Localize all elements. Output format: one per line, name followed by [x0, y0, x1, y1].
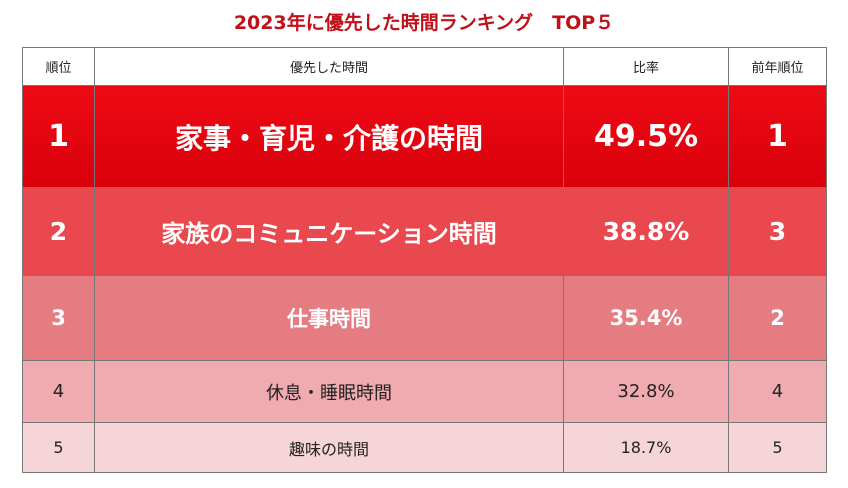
ratio-cell: 38.8%	[563, 187, 729, 276]
prev-rank-cell: 2	[728, 275, 827, 361]
rank-cell: 3	[22, 275, 95, 361]
prev-rank-cell: 5	[728, 422, 827, 473]
name-cell: 家事・育児・介護の時間	[94, 85, 564, 188]
title: 2023年に優先した時間ランキング TOP５	[233, 12, 615, 34]
table-row: 2 家族のコミュニケーション時間 38.8% 3	[22, 187, 827, 276]
rank-cell: 5	[22, 422, 95, 473]
rank-cell: 1	[22, 85, 95, 188]
prev-rank-cell: 3	[728, 187, 827, 276]
ranking-table: 順位 優先した時間 比率 前年順位 1 家事・育児・介護の時間 49.5% 1 2 家族の…	[22, 47, 827, 473]
table-row: 4 休息・睡眠時間 32.8% 4	[22, 360, 827, 423]
table-row: 5 趣味の時間 18.7% 5	[22, 422, 827, 473]
prev-rank-cell: 1	[728, 85, 827, 188]
name-cell: 休息・睡眠時間	[94, 360, 564, 423]
header-cell: 前年順位	[728, 47, 827, 86]
table-row: 1 家事・育児・介護の時間 49.5% 1	[22, 85, 827, 188]
ratio-cell: 35.4%	[563, 275, 729, 361]
ratio-cell: 49.5%	[563, 85, 729, 188]
table-body: 1 家事・育児・介護の時間 49.5% 1 2 家族のコミュニケーション時間 38.8% 3 3…	[22, 85, 827, 473]
name-cell: 仕事時間	[94, 275, 564, 361]
prev-rank-cell: 4	[728, 360, 827, 423]
header-row: 順位 優先した時間 比率 前年順位	[22, 47, 827, 86]
header-cell: 順位	[22, 47, 95, 86]
ratio-cell: 32.8%	[563, 360, 729, 423]
rank-cell: 4	[22, 360, 95, 423]
ratio-cell: 18.7%	[563, 422, 729, 473]
name-cell: 趣味の時間	[94, 422, 564, 473]
table-row: 3 仕事時間 35.4% 2	[22, 275, 827, 361]
header-cell: 比率	[563, 47, 729, 86]
header-cell: 優先した時間	[94, 47, 564, 86]
name-cell: 家族のコミュニケーション時間	[94, 187, 564, 276]
rank-cell: 2	[22, 187, 95, 276]
